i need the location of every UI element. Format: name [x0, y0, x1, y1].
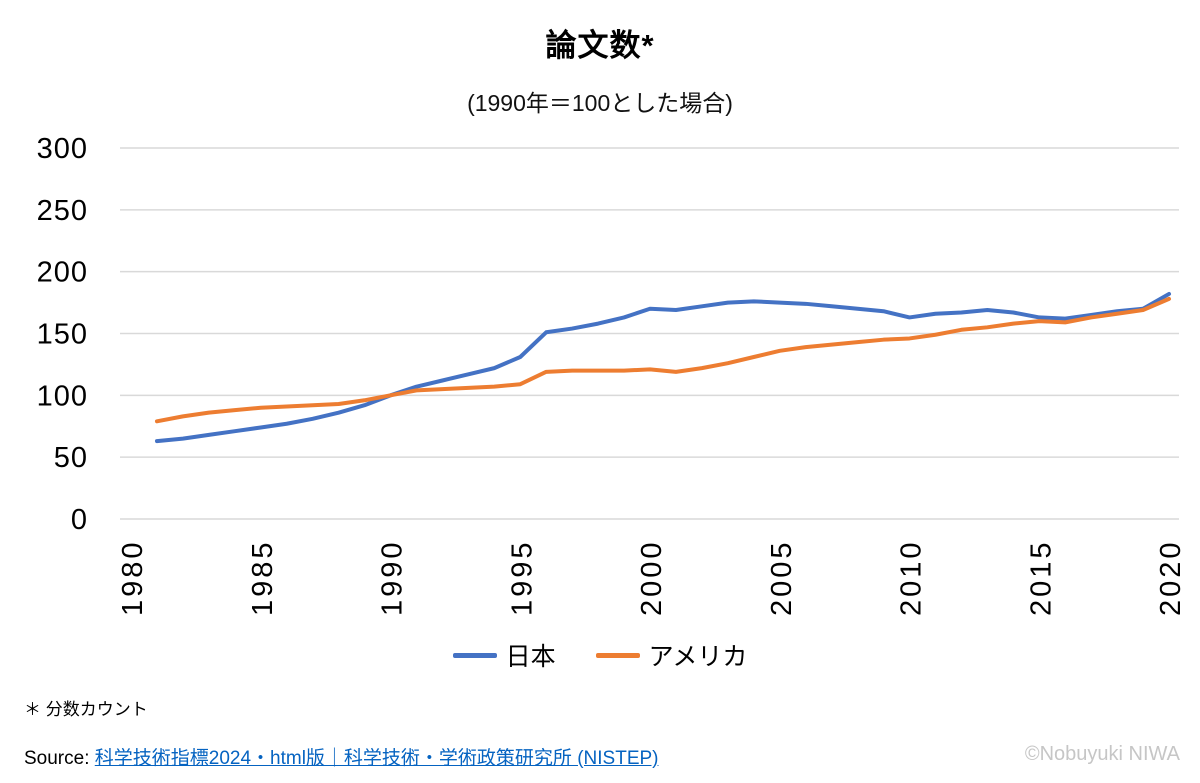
chart-legend: 日本 アメリカ [0, 637, 1200, 673]
svg-text:50: 50 [54, 442, 88, 474]
usa-line-swatch-icon [595, 652, 640, 658]
svg-text:200: 200 [37, 257, 88, 289]
footnote-fractional-counting: ＊ 分数カウント [24, 700, 148, 719]
svg-text:2015: 2015 [1025, 539, 1057, 616]
svg-text:300: 300 [37, 133, 88, 165]
svg-text:2000: 2000 [636, 539, 668, 616]
svg-text:1980: 1980 [117, 539, 149, 616]
japan-line-swatch-icon [452, 652, 497, 658]
legend-item-usa: アメリカ [595, 637, 748, 673]
source-label: Source: [24, 748, 90, 769]
chart-title: 論文数* [545, 28, 655, 63]
svg-text:1995: 1995 [506, 539, 538, 616]
copyright-watermark: ©Nobuyuki NIWA [1024, 743, 1180, 765]
chart-subtitle: (1990年＝100とした場合) [467, 90, 733, 116]
legend-label-japan: 日本 [505, 643, 556, 671]
svg-text:2010: 2010 [896, 539, 928, 616]
svg-text:100: 100 [37, 380, 88, 412]
svg-text:1990: 1990 [377, 539, 409, 616]
svg-text:2020: 2020 [1155, 539, 1187, 616]
legend-label-usa: アメリカ [648, 643, 748, 671]
svg-text:1985: 1985 [247, 539, 279, 616]
svg-text:250: 250 [37, 195, 88, 227]
source-line: Source: 科学技術指標2024・html版｜科学技術・学術政策研究所 (N… [24, 743, 659, 770]
svg-text:2005: 2005 [766, 539, 798, 616]
legend-item-japan: 日本 [452, 637, 556, 673]
svg-text:150: 150 [37, 319, 88, 351]
source-link[interactable]: 科学技術指標2024・html版｜科学技術・学術政策研究所 (NISTEP) [94, 748, 659, 769]
svg-text:0: 0 [71, 504, 88, 536]
